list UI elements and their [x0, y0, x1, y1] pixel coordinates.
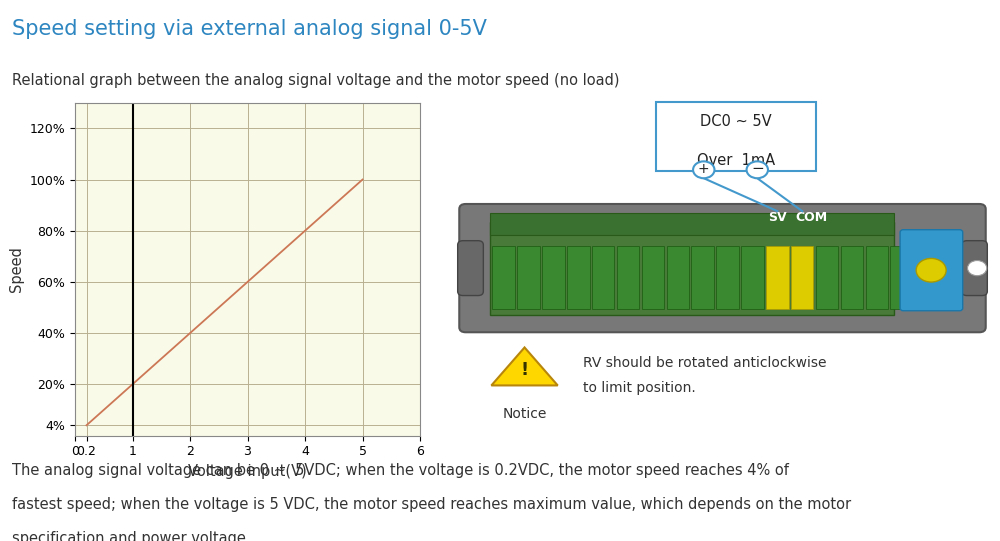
Text: !: ! [520, 361, 529, 379]
Bar [866, 246, 888, 309]
Bar [791, 246, 813, 309]
Text: Speed setting via external analog signal 0-5V: Speed setting via external analog signal… [12, 19, 487, 39]
Bar [542, 246, 565, 309]
Bar [492, 246, 515, 309]
FancyBboxPatch shape [962, 241, 987, 295]
Bar [890, 246, 913, 309]
Bar [716, 246, 739, 309]
Bar [490, 222, 894, 315]
Text: −: − [751, 161, 764, 176]
Circle shape [693, 161, 714, 178]
Y-axis label: Speed: Speed [9, 246, 24, 292]
Bar [816, 246, 838, 309]
Bar [915, 246, 938, 309]
X-axis label: Voltage input(V): Voltage input(V) [188, 464, 307, 479]
FancyBboxPatch shape [656, 102, 816, 170]
Text: Over  1mA: Over 1mA [697, 153, 775, 168]
Text: fastest speed; when the voltage is 5 VDC, the motor speed reaches maximum value,: fastest speed; when the voltage is 5 VDC… [12, 497, 851, 512]
Circle shape [747, 161, 768, 178]
Bar [667, 246, 689, 309]
Bar [517, 246, 540, 309]
Circle shape [916, 259, 946, 282]
Text: +: + [698, 162, 710, 176]
Bar [741, 246, 764, 309]
Text: DC0 ∼ 5V: DC0 ∼ 5V [700, 114, 772, 129]
Polygon shape [491, 347, 558, 385]
Bar [617, 246, 639, 309]
Text: specification and power voltage.: specification and power voltage. [12, 531, 251, 541]
Bar [642, 246, 664, 309]
Bar [841, 246, 863, 309]
Circle shape [968, 261, 987, 276]
FancyBboxPatch shape [459, 204, 986, 332]
FancyBboxPatch shape [900, 230, 963, 311]
Text: Relational graph between the analog signal voltage and the motor speed (no load): Relational graph between the analog sign… [12, 73, 620, 88]
Bar [567, 246, 590, 309]
Bar [691, 246, 714, 309]
Text: RV should be rotated anticlockwise: RV should be rotated anticlockwise [583, 356, 827, 370]
Text: to limit position.: to limit position. [583, 381, 696, 395]
Text: The analog signal voltage can be 0 ∼  5VDC; when the voltage is 0.2VDC, the moto: The analog signal voltage can be 0 ∼ 5VD… [12, 463, 789, 478]
Bar [592, 246, 614, 309]
FancyBboxPatch shape [458, 241, 483, 295]
Text: SV: SV [768, 211, 787, 224]
Bar [490, 213, 894, 235]
Text: Notice: Notice [502, 407, 547, 421]
Text: COM: COM [796, 211, 828, 224]
Bar [766, 246, 789, 309]
